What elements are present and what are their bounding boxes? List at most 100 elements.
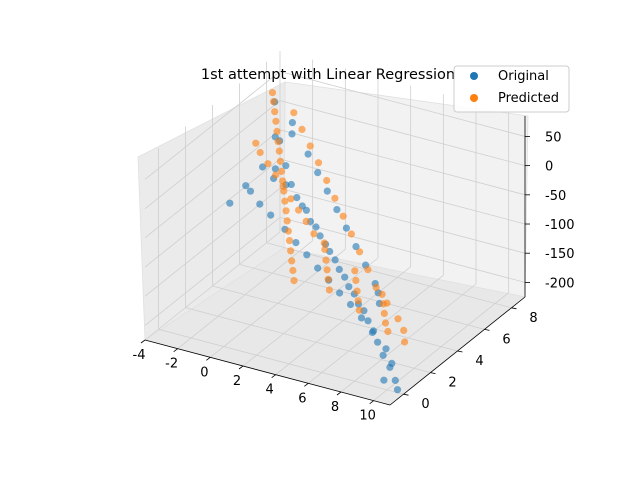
original-point	[391, 376, 399, 384]
original-point	[314, 169, 322, 177]
predicted-point	[289, 266, 297, 275]
original-point	[302, 206, 310, 214]
predicted-point	[401, 338, 409, 346]
original-point	[226, 199, 234, 207]
predicted-point	[302, 217, 310, 225]
x-tick-label: 0	[200, 365, 208, 380]
predicted-point	[372, 283, 380, 291]
z-grid-line-side	[144, 129, 281, 239]
original-point	[293, 194, 301, 202]
z-tick-label: -150	[545, 247, 575, 262]
predicted-point	[323, 176, 331, 185]
legend: Original Predicted	[453, 65, 570, 113]
x-tick-label: 10	[359, 409, 376, 424]
x-tick-label: -4	[133, 348, 146, 363]
z-tick-label: 0	[545, 160, 553, 175]
original-point	[364, 317, 372, 325]
original-point	[357, 314, 366, 322]
predicted-point	[282, 207, 290, 215]
predicted-point	[281, 197, 289, 205]
original-point	[345, 283, 353, 291]
z-grid-line-side	[144, 217, 281, 326]
predicted-point	[383, 299, 391, 307]
predicted-point	[347, 230, 355, 238]
original-point	[314, 264, 322, 272]
predicted-point	[339, 212, 347, 220]
legend-box	[453, 65, 570, 113]
original-point	[368, 328, 376, 336]
predicted-point	[380, 309, 388, 317]
x-tick-mark	[369, 400, 374, 404]
original-point	[242, 182, 250, 190]
y-tick-mark	[457, 350, 463, 353]
original-point	[380, 376, 388, 384]
predicted-point	[290, 109, 298, 117]
predicted-point	[272, 117, 280, 125]
z-grid-line	[279, 217, 526, 283]
predicted-point	[356, 248, 364, 256]
x-tick-mark	[304, 383, 309, 387]
y-tick-label: 2	[448, 376, 456, 391]
x-tick-mark	[271, 374, 276, 378]
predicted-point	[273, 127, 281, 135]
original-point	[288, 119, 296, 127]
original-point	[336, 289, 344, 297]
original-point	[352, 243, 360, 251]
predicted-point	[270, 98, 278, 106]
grid-lines	[144, 51, 526, 401]
x-tick-mark	[206, 357, 211, 361]
x-axis-line	[144, 339, 391, 406]
z-grid-line	[279, 187, 526, 254]
original-point	[393, 386, 402, 394]
y-tick-label: 8	[529, 311, 537, 326]
y-tick-mark	[430, 372, 436, 374]
x-tick-mark	[140, 339, 146, 344]
legend-marker-predicted	[470, 94, 478, 102]
predicted-point	[252, 139, 260, 147]
z-grid-line	[279, 129, 526, 196]
x-tick-label: 8	[331, 400, 339, 415]
original-point	[341, 273, 349, 281]
y-tick-label: 4	[475, 354, 483, 369]
predicted-point	[320, 239, 328, 247]
predicted-point	[256, 148, 264, 157]
original-point	[312, 223, 320, 231]
predicted-point	[314, 159, 323, 167]
original-point	[388, 359, 396, 367]
predicted-point	[284, 227, 292, 235]
predicted-point	[394, 315, 402, 323]
x-tick-mark	[336, 391, 342, 396]
y-grid-line	[239, 264, 485, 330]
y-grid-line	[158, 328, 404, 395]
original-point	[282, 162, 290, 170]
x-tick-label: 2	[233, 374, 241, 389]
original-point	[316, 232, 324, 240]
original-point	[379, 351, 387, 359]
legend-label-original: Original	[498, 69, 549, 84]
predicted-point	[310, 230, 318, 238]
predicted-point	[364, 266, 372, 274]
z-grid-line-side	[144, 100, 281, 209]
original-point	[267, 211, 275, 219]
predicted-point	[353, 287, 361, 295]
predicted-point	[279, 177, 287, 185]
original-point	[292, 239, 300, 247]
y-tick-mark	[484, 329, 490, 331]
original-point	[303, 251, 311, 259]
series-predicted	[252, 89, 409, 346]
predicted-point	[295, 206, 303, 214]
predicted-point	[352, 276, 360, 284]
predicted-point	[279, 182, 287, 190]
original-point	[259, 163, 267, 171]
predicted-point	[287, 247, 295, 255]
predicted-point	[400, 326, 408, 334]
z-grid-line	[279, 71, 526, 137]
original-point	[246, 187, 255, 195]
predicted-point	[323, 266, 331, 274]
predicted-point	[276, 157, 284, 165]
chart-title: 1st attempt with Linear Regression	[201, 67, 455, 83]
x-tick-mark	[173, 348, 178, 352]
legend-label-predicted: Predicted	[498, 91, 559, 106]
x-tick-label: -2	[165, 357, 178, 372]
